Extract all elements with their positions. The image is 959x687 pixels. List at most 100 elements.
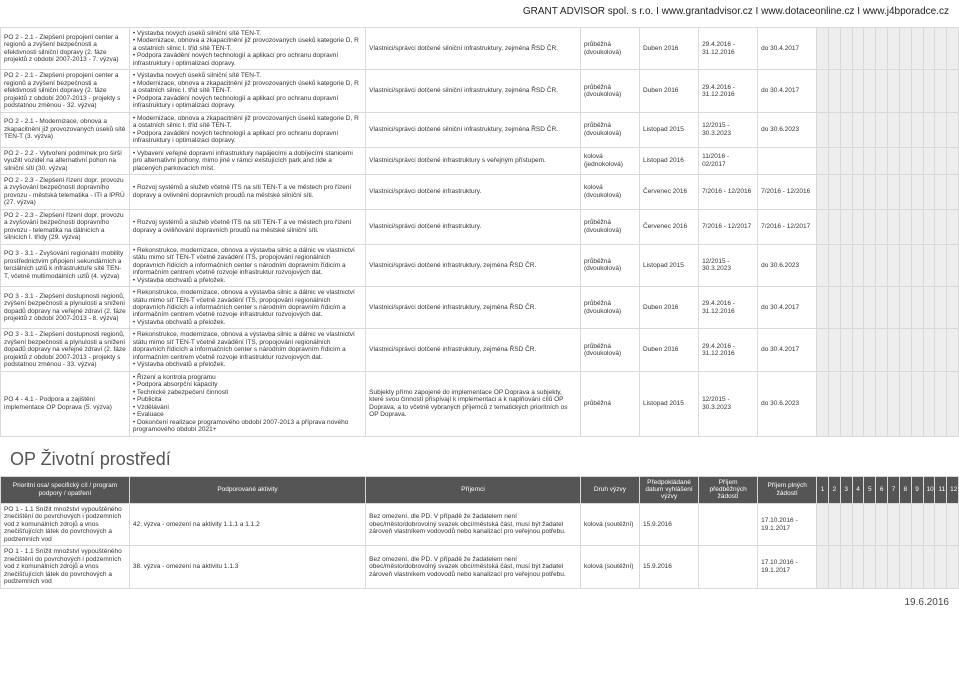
month-cell	[864, 503, 876, 545]
table-row: PO 3 - 3.1 - Zlepšení dostupnosti region…	[1, 329, 959, 371]
cell-c3: Vlastnici/správci dotčené infrastruktury…	[366, 287, 581, 329]
cell-c7: do 30.6.2023	[758, 112, 817, 147]
month-cell	[888, 209, 900, 244]
month-cell	[935, 503, 947, 545]
month-cell	[899, 546, 911, 588]
month-cell	[876, 244, 888, 286]
month-cell	[923, 112, 935, 147]
month-cell	[888, 371, 900, 436]
cell-c7: do 30.6.2023	[758, 244, 817, 286]
month-cell	[840, 244, 852, 286]
month-cell	[888, 147, 900, 174]
month-cell	[852, 329, 864, 371]
month-cell	[864, 287, 876, 329]
month-cell	[911, 70, 923, 112]
month-cell	[899, 70, 911, 112]
month-cell	[911, 28, 923, 70]
month-cell	[864, 546, 876, 588]
month-cell	[947, 329, 959, 371]
table-row: PO 3 - 3.1 - Zvyšování regionální mobili…	[1, 244, 959, 286]
header-link: GRANT ADVISOR spol. s r.o. I www.grantad…	[0, 0, 959, 27]
cell-c6	[699, 503, 758, 545]
col-activities: Podporované aktivity	[129, 476, 365, 503]
cell-c2: • Modernizace, obnova a zkapacitnění již…	[129, 112, 365, 147]
month-cell	[829, 70, 841, 112]
cell-c2: • Vybavení veřejné dopravní infrastruktu…	[129, 147, 365, 174]
month-cell	[852, 503, 864, 545]
cell-c3: Vlastnici/správci dotčené infrastruktury…	[366, 147, 581, 174]
month-cell	[852, 28, 864, 70]
month-cell	[817, 329, 829, 371]
month-cell	[829, 503, 841, 545]
cell-c2: • Výstavba nových úseků silniční sítě TE…	[129, 70, 365, 112]
cell-c3: Vlastnici/správci dotčené silniční infra…	[366, 28, 581, 70]
month-cell	[829, 287, 841, 329]
cell-c2: • Výstavba nových úseků silniční sítě TE…	[129, 28, 365, 70]
month-cell	[888, 287, 900, 329]
col-priority: Prioritní osa/ specifický cíl / program …	[1, 476, 130, 503]
month-cell	[852, 287, 864, 329]
cell-c5: Duben 2016	[640, 28, 699, 70]
month-cell	[840, 28, 852, 70]
cell-c7: do 30.4.2017	[758, 70, 817, 112]
month-cell	[923, 244, 935, 286]
month-cell	[840, 112, 852, 147]
month-cell	[899, 147, 911, 174]
month-cell	[923, 70, 935, 112]
month-cell	[829, 209, 841, 244]
cell-c7: do 30.6.2023	[758, 371, 817, 436]
col-n3: 3	[840, 476, 852, 503]
col-n6: 6	[876, 476, 888, 503]
cell-c1: PO 3 - 3.1 - Zvyšování regionální mobili…	[1, 244, 130, 286]
month-cell	[852, 371, 864, 436]
month-cell	[852, 147, 864, 174]
month-cell	[876, 147, 888, 174]
month-cell	[840, 70, 852, 112]
month-cell	[911, 112, 923, 147]
cell-c7: 7/2016 - 12/2016	[758, 174, 817, 209]
cell-c5: Duben 2016	[640, 329, 699, 371]
month-cell	[852, 112, 864, 147]
cell-c6: 7/2016 - 12/2016	[699, 174, 758, 209]
cell-c3: Vlastnici/správci dotčené infrastruktury…	[366, 329, 581, 371]
cell-c5: Duben 2016	[640, 287, 699, 329]
month-cell	[888, 329, 900, 371]
month-cell	[852, 546, 864, 588]
cell-c6: 12/2015 - 30.3.2023	[699, 371, 758, 436]
cell-c7: 17.10.2016 - 19.1.2017	[758, 546, 817, 588]
month-cell	[888, 546, 900, 588]
month-cell	[911, 209, 923, 244]
month-cell	[899, 287, 911, 329]
cell-c2: • Rozvoj systémů a služeb včetně ITS na …	[129, 209, 365, 244]
cell-c6: 7/2016 - 12/2017	[699, 209, 758, 244]
cell-c4: kolová (dvoukolová)	[580, 174, 639, 209]
month-cell	[935, 28, 947, 70]
month-cell	[876, 287, 888, 329]
month-cell	[888, 112, 900, 147]
month-cell	[817, 371, 829, 436]
month-cell	[817, 287, 829, 329]
cell-c2: • Rekonstrukce, modernizace, obnova a vý…	[129, 287, 365, 329]
month-cell	[817, 503, 829, 545]
month-cell	[864, 28, 876, 70]
month-cell	[935, 209, 947, 244]
col-recipients: Příjemci	[366, 476, 581, 503]
month-cell	[817, 112, 829, 147]
table-row: PO 1 - 1.1 Snížit množství vypouštěného …	[1, 503, 959, 545]
month-cell	[817, 174, 829, 209]
month-cell	[899, 503, 911, 545]
cell-c4: průběžná	[580, 371, 639, 436]
month-cell	[923, 147, 935, 174]
header-row: Prioritní osa/ specifický cíl / program …	[1, 476, 959, 503]
cell-c1: PO 2 - 2.2 - Vytvoření podmínek pro širš…	[1, 147, 130, 174]
month-cell	[911, 329, 923, 371]
month-cell	[840, 371, 852, 436]
cell-c5: Listopad 2015	[640, 244, 699, 286]
cell-c4: průběžná (dvoukolová)	[580, 287, 639, 329]
month-cell	[947, 546, 959, 588]
cell-c6: 11/2016 - 02/2017	[699, 147, 758, 174]
cell-c4: průběžná (dvoukolová)	[580, 329, 639, 371]
col-n11: 11	[935, 476, 947, 503]
cell-c6: 12/2015 - 30.3.2023	[699, 112, 758, 147]
month-cell	[899, 371, 911, 436]
